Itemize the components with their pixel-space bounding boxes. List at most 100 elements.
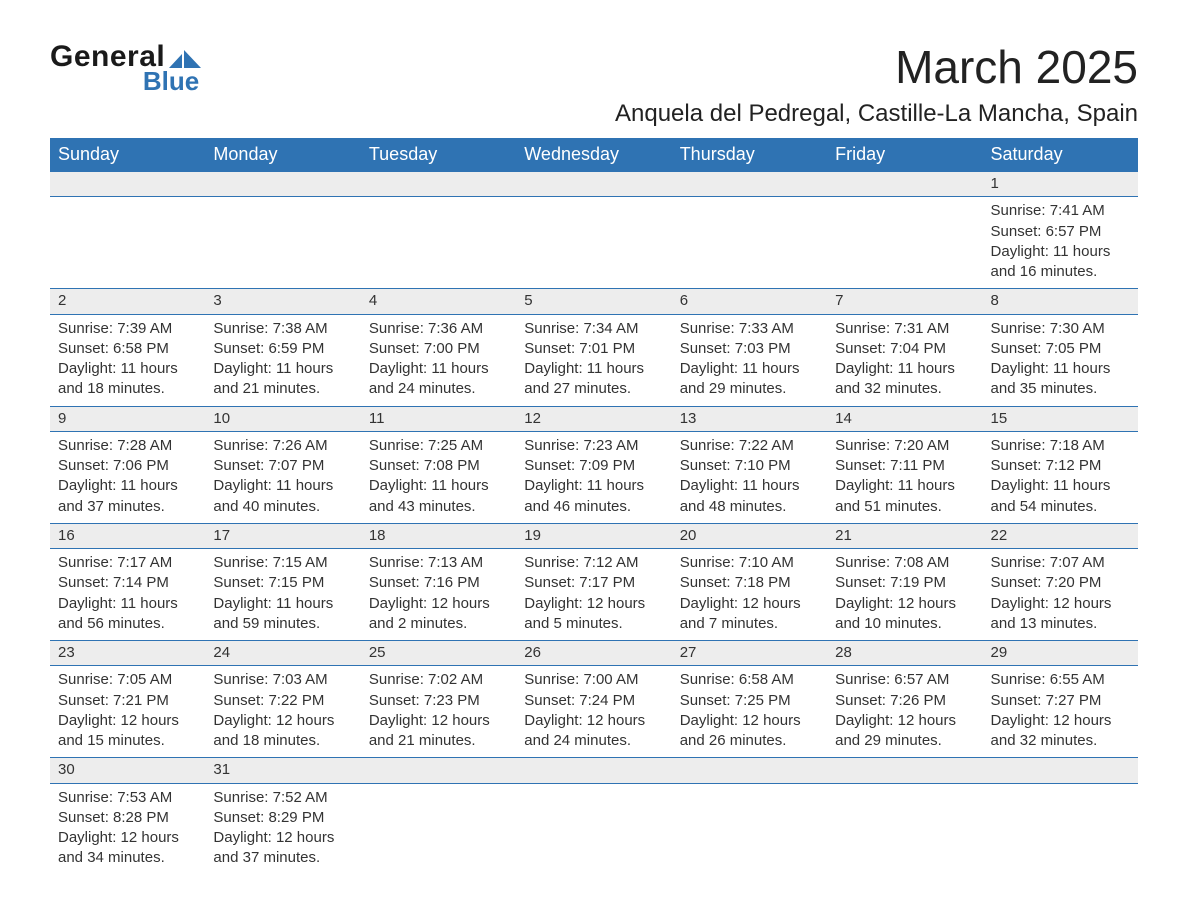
day-number: 20 (672, 523, 827, 548)
day-data-row: Sunrise: 7:17 AMSunset: 7:14 PMDaylight:… (50, 549, 1138, 641)
daylight-text: Daylight: 11 hours (835, 476, 974, 496)
empty-cell (50, 197, 205, 289)
sunset-text: Sunset: 7:27 PM (991, 691, 1130, 711)
day-number: 6 (672, 289, 827, 314)
empty-cell (672, 758, 827, 783)
day-cell: Sunrise: 7:41 AMSunset: 6:57 PMDaylight:… (983, 197, 1138, 289)
sunset-text: Sunset: 7:22 PM (213, 691, 352, 711)
day-number: 13 (672, 406, 827, 431)
day-cell: Sunrise: 7:08 AMSunset: 7:19 PMDaylight:… (827, 549, 982, 641)
day-number: 24 (205, 641, 360, 666)
sunrise-text: Sunrise: 7:31 AM (835, 319, 974, 339)
day-cell: Sunrise: 7:00 AMSunset: 7:24 PMDaylight:… (516, 666, 671, 758)
sunrise-text: Sunrise: 7:23 AM (524, 436, 663, 456)
empty-cell (516, 197, 671, 289)
daylight-text: and 56 minutes. (58, 614, 197, 634)
empty-cell (50, 172, 205, 197)
daylight-text: and 43 minutes. (369, 497, 508, 517)
sunset-text: Sunset: 7:12 PM (991, 456, 1130, 476)
day-data-row: Sunrise: 7:05 AMSunset: 7:21 PMDaylight:… (50, 666, 1138, 758)
day-number: 30 (50, 758, 205, 783)
daylight-text: and 34 minutes. (58, 848, 197, 868)
calendar-header-row: SundayMondayTuesdayWednesdayThursdayFrid… (50, 138, 1138, 172)
weekday-header: Monday (205, 138, 360, 172)
daylight-text: Daylight: 12 hours (369, 594, 508, 614)
day-number-row: 9101112131415 (50, 406, 1138, 431)
sunset-text: Sunset: 7:00 PM (369, 339, 508, 359)
sunrise-text: Sunrise: 7:15 AM (213, 553, 352, 573)
day-cell: Sunrise: 7:07 AMSunset: 7:20 PMDaylight:… (983, 549, 1138, 641)
day-data-row: Sunrise: 7:41 AMSunset: 6:57 PMDaylight:… (50, 197, 1138, 289)
daylight-text: Daylight: 11 hours (213, 359, 352, 379)
day-data-row: Sunrise: 7:28 AMSunset: 7:06 PMDaylight:… (50, 431, 1138, 523)
daylight-text: Daylight: 12 hours (680, 594, 819, 614)
daylight-text: and 10 minutes. (835, 614, 974, 634)
daylight-text: Daylight: 11 hours (991, 476, 1130, 496)
daylight-text: and 18 minutes. (58, 379, 197, 399)
weekday-header: Tuesday (361, 138, 516, 172)
day-cell: Sunrise: 7:17 AMSunset: 7:14 PMDaylight:… (50, 549, 205, 641)
sunset-text: Sunset: 7:01 PM (524, 339, 663, 359)
day-cell: Sunrise: 7:22 AMSunset: 7:10 PMDaylight:… (672, 431, 827, 523)
empty-cell (827, 783, 982, 875)
day-number: 1 (983, 172, 1138, 197)
sunset-text: Sunset: 7:09 PM (524, 456, 663, 476)
sunrise-text: Sunrise: 7:36 AM (369, 319, 508, 339)
empty-cell (827, 172, 982, 197)
day-number: 31 (205, 758, 360, 783)
sunset-text: Sunset: 7:10 PM (680, 456, 819, 476)
sunrise-text: Sunrise: 7:39 AM (58, 319, 197, 339)
sunset-text: Sunset: 7:26 PM (835, 691, 974, 711)
empty-cell (361, 172, 516, 197)
day-number-row: 16171819202122 (50, 523, 1138, 548)
day-number: 4 (361, 289, 516, 314)
empty-cell (983, 783, 1138, 875)
daylight-text: and 48 minutes. (680, 497, 819, 517)
daylight-text: and 46 minutes. (524, 497, 663, 517)
day-cell: Sunrise: 6:55 AMSunset: 7:27 PMDaylight:… (983, 666, 1138, 758)
sunrise-text: Sunrise: 7:34 AM (524, 319, 663, 339)
day-number: 3 (205, 289, 360, 314)
daylight-text: Daylight: 11 hours (680, 476, 819, 496)
day-cell: Sunrise: 7:13 AMSunset: 7:16 PMDaylight:… (361, 549, 516, 641)
day-cell: Sunrise: 7:18 AMSunset: 7:12 PMDaylight:… (983, 431, 1138, 523)
daylight-text: and 7 minutes. (680, 614, 819, 634)
sunset-text: Sunset: 6:58 PM (58, 339, 197, 359)
sunset-text: Sunset: 7:25 PM (680, 691, 819, 711)
sunset-text: Sunset: 7:06 PM (58, 456, 197, 476)
day-number: 26 (516, 641, 671, 666)
daylight-text: and 21 minutes. (369, 731, 508, 751)
sunrise-text: Sunrise: 7:28 AM (58, 436, 197, 456)
sunset-text: Sunset: 7:08 PM (369, 456, 508, 476)
day-number: 18 (361, 523, 516, 548)
day-number: 29 (983, 641, 1138, 666)
sunset-text: Sunset: 7:21 PM (58, 691, 197, 711)
sunset-text: Sunset: 6:57 PM (991, 222, 1130, 242)
daylight-text: Daylight: 12 hours (58, 828, 197, 848)
day-number: 22 (983, 523, 1138, 548)
day-number: 11 (361, 406, 516, 431)
daylight-text: Daylight: 12 hours (58, 711, 197, 731)
daylight-text: and 37 minutes. (213, 848, 352, 868)
day-cell: Sunrise: 6:57 AMSunset: 7:26 PMDaylight:… (827, 666, 982, 758)
day-cell: Sunrise: 7:05 AMSunset: 7:21 PMDaylight:… (50, 666, 205, 758)
sunrise-text: Sunrise: 6:55 AM (991, 670, 1130, 690)
logo: General Blue (50, 40, 201, 97)
daylight-text: Daylight: 11 hours (58, 476, 197, 496)
sunset-text: Sunset: 7:11 PM (835, 456, 974, 476)
empty-cell (827, 758, 982, 783)
daylight-text: and 13 minutes. (991, 614, 1130, 634)
daylight-text: and 51 minutes. (835, 497, 974, 517)
empty-cell (361, 783, 516, 875)
sunrise-text: Sunrise: 7:17 AM (58, 553, 197, 573)
daylight-text: Daylight: 11 hours (680, 359, 819, 379)
sunset-text: Sunset: 7:03 PM (680, 339, 819, 359)
empty-cell (516, 783, 671, 875)
day-cell: Sunrise: 7:53 AMSunset: 8:28 PMDaylight:… (50, 783, 205, 875)
sunrise-text: Sunrise: 7:03 AM (213, 670, 352, 690)
daylight-text: and 24 minutes. (524, 731, 663, 751)
empty-cell (516, 172, 671, 197)
daylight-text: and 21 minutes. (213, 379, 352, 399)
day-cell: Sunrise: 7:30 AMSunset: 7:05 PMDaylight:… (983, 314, 1138, 406)
day-number: 16 (50, 523, 205, 548)
